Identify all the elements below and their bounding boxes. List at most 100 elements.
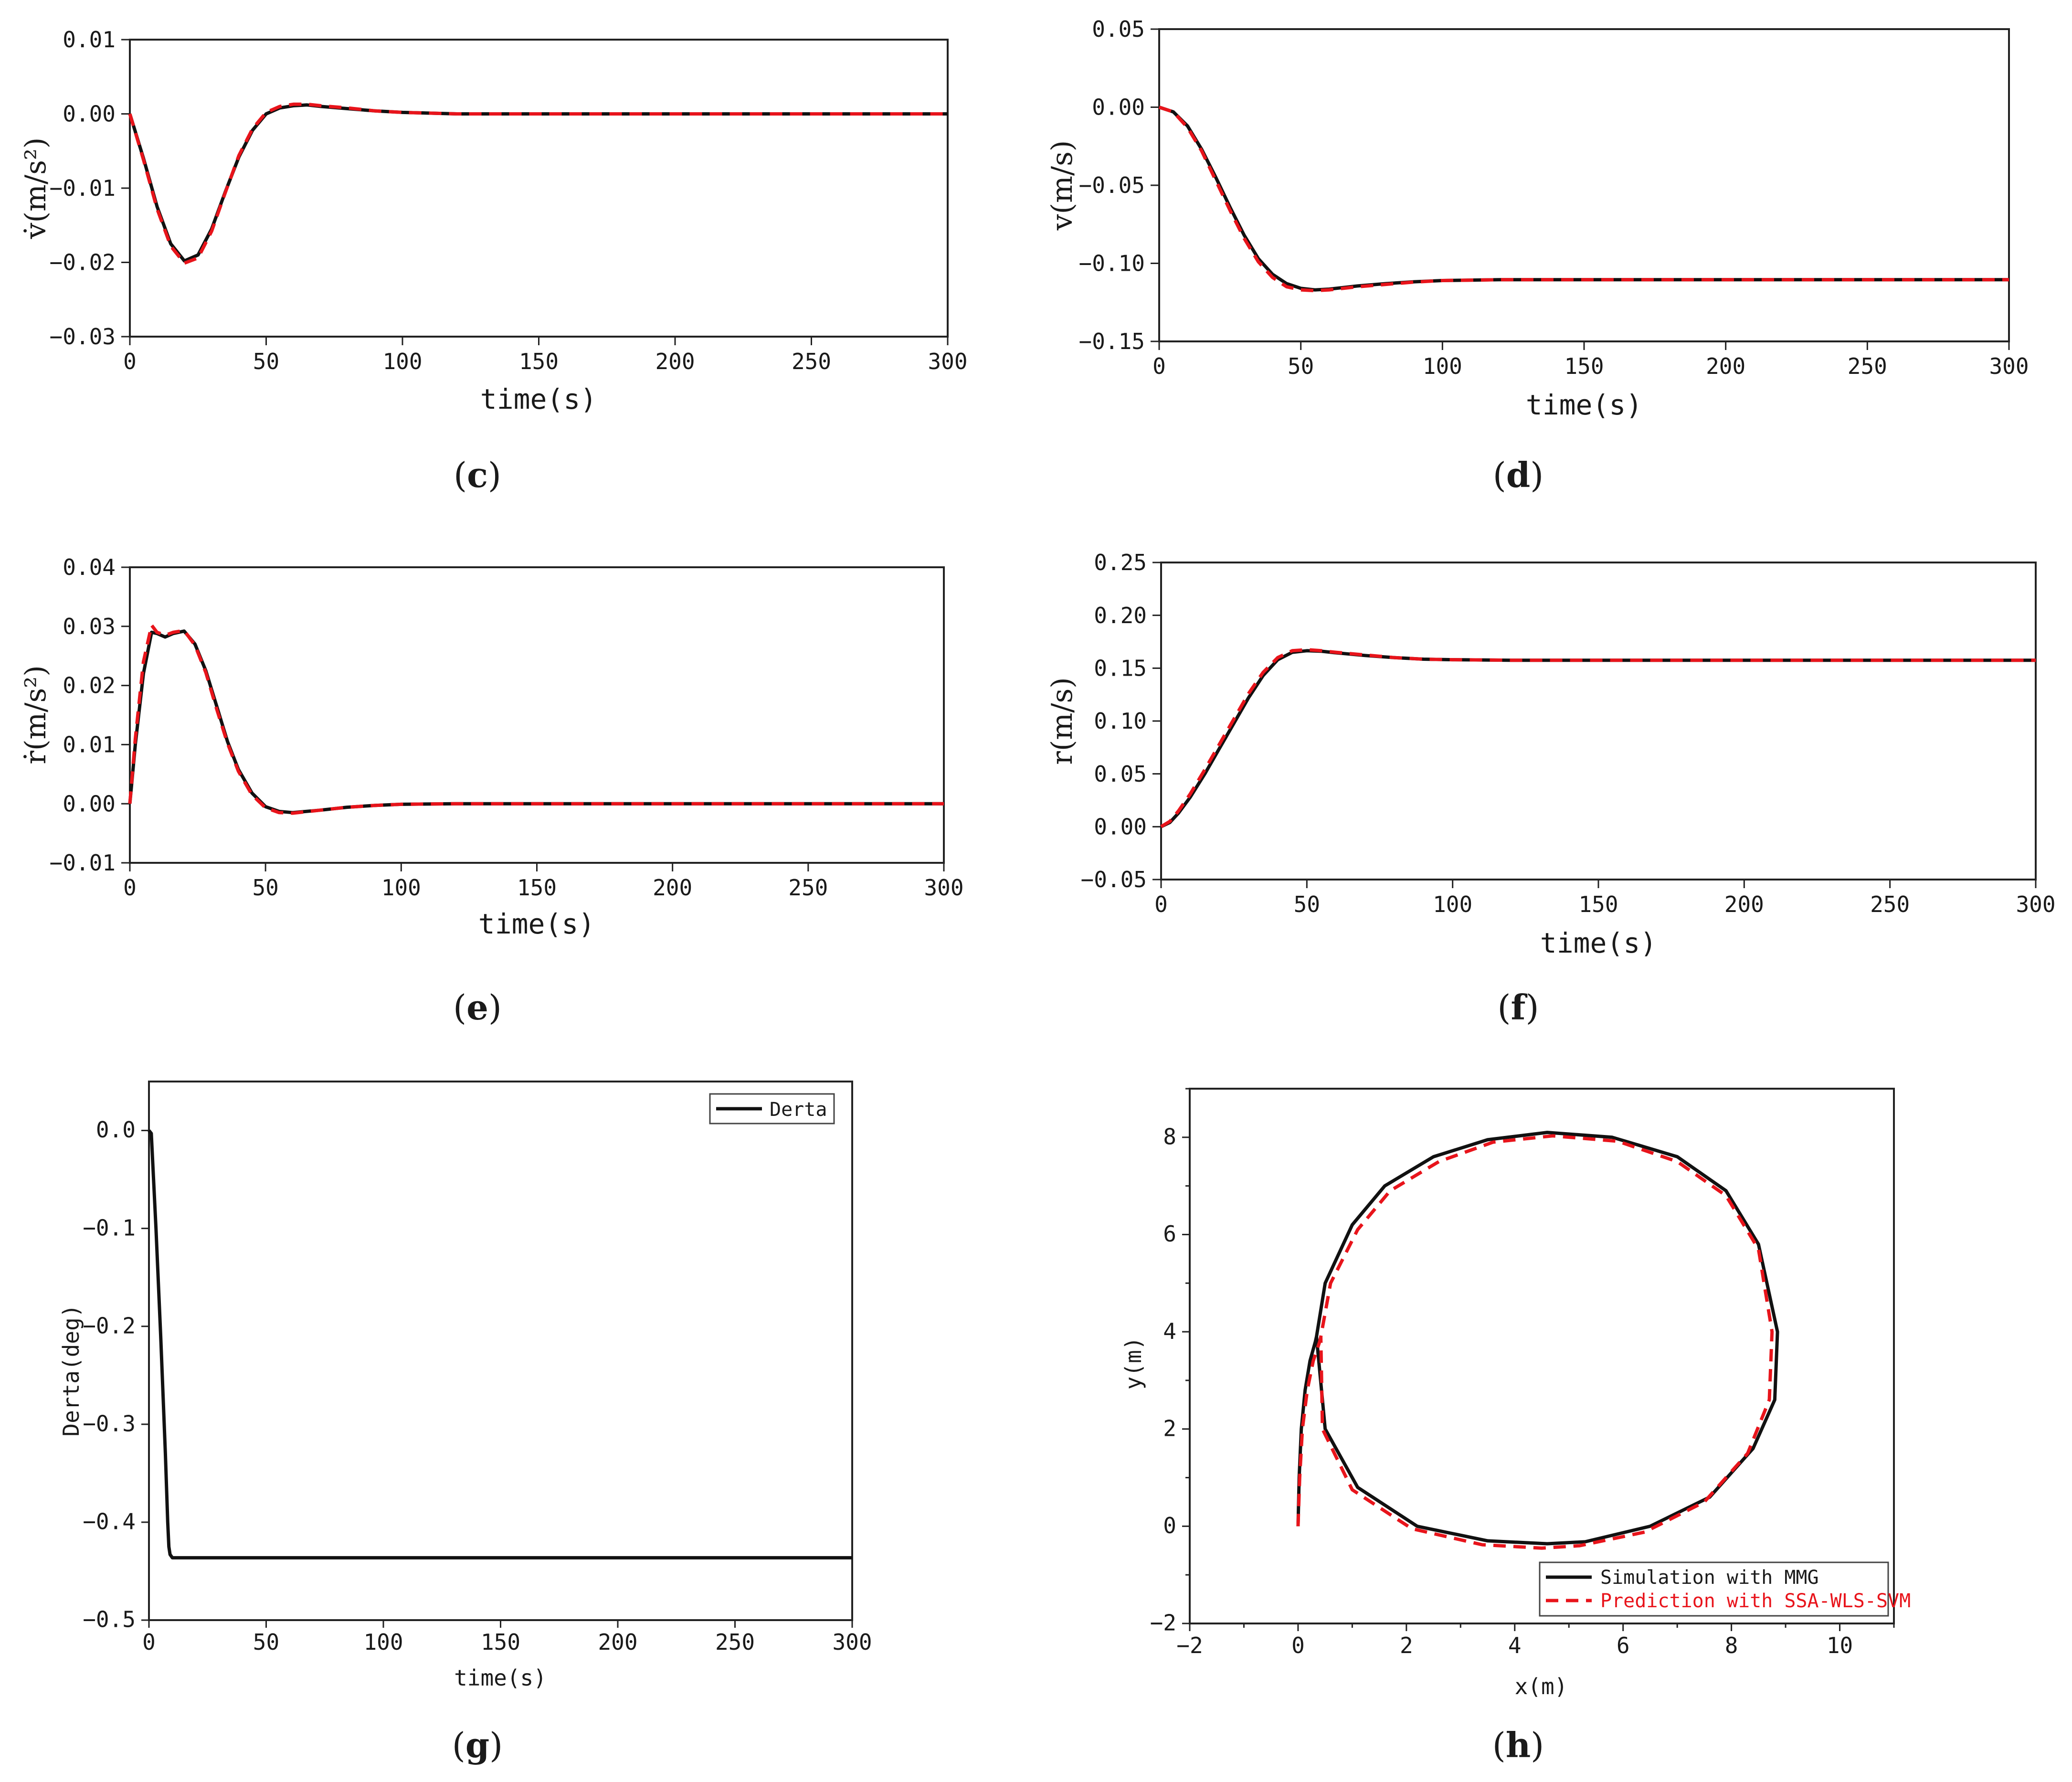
x-tick-label-g: 150 [481, 1629, 520, 1655]
x-tick-label-e: 150 [517, 875, 557, 901]
chart-panel-h: −2 0 2 4 6 8 10 8 6 4 2 0 −2 x(m) y(m) Simulation wi… [1121, 1088, 1911, 1765]
series-line-h-prediction [1296, 1134, 1774, 1550]
y-tick-label-e: −0.01 [50, 850, 116, 876]
y-tick-label-d: 0.05 [1092, 16, 1145, 42]
series-line-c-prediction [128, 102, 948, 265]
sub-caption-letter-d: d [1506, 455, 1530, 495]
series-layer-c [128, 102, 948, 265]
x-tick-label-d: 100 [1423, 353, 1462, 379]
sub-caption-letter-c: c [467, 455, 488, 495]
y-axis-title-c: v̇(m/s²) [19, 138, 53, 240]
chart-panel-c: 0 50 100 150 200 250 300 0.01 0.00 −0.01 −0.02 −0.0… [19, 27, 968, 495]
x-tick-label-d: 200 [1706, 353, 1745, 379]
chart-panel-g: 0 50 100 150 200 250 300 0.0 −0.1 −0.2 −0.3 −0.4 −0.… [58, 1081, 872, 1765]
x-tick-label-f: 0 [1154, 891, 1168, 917]
y-tick-label-e: 0.01 [63, 732, 116, 758]
y-tick-label-g: −0.5 [83, 1607, 136, 1633]
sub-caption-e: (e) [453, 987, 502, 1028]
y-tick-label-e: 0.03 [63, 614, 116, 639]
x-tick-label-c: 50 [253, 349, 279, 374]
x-axis-title-e: time(s) [478, 908, 595, 940]
x-tick-label-f: 150 [1578, 891, 1618, 917]
y-tick-label-h: −2 [1150, 1610, 1176, 1636]
ticks-f: 0 50 100 150 200 250 300 0.25 0.20 0.15 0.10 0.05 0.… [1081, 550, 2056, 917]
sub-caption-h: (h) [1492, 1725, 1544, 1765]
x-axis-title-c: time(s) [480, 383, 597, 415]
x-axis-title-h: x(m) [1515, 1674, 1568, 1699]
x-tick-label-c: 150 [519, 349, 559, 374]
y-axis-title-h: y(m) [1121, 1337, 1146, 1390]
y-tick-label-d: 0.00 [1092, 95, 1145, 120]
y-tick-label-d: −0.05 [1079, 172, 1145, 198]
x-tick-label-e: 50 [252, 875, 278, 901]
x-tick-label-d: 0 [1152, 353, 1166, 379]
x-tick-label-f: 100 [1433, 891, 1472, 917]
x-tick-label-g: 0 [142, 1629, 156, 1655]
sub-caption-d: (d) [1493, 455, 1544, 495]
y-axis-title-d: v(m/s) [1046, 140, 1079, 231]
x-tick-label-c: 300 [928, 349, 967, 374]
y-tick-label-h: 2 [1163, 1415, 1176, 1441]
legend-label-prediction: Prediction with SSA-WLS-SVM [1600, 1590, 1911, 1612]
x-tick-label-e: 100 [381, 875, 421, 901]
ticks-c: 0 50 100 150 200 250 300 0.01 0.00 −0.01 −0.02 −0.0… [50, 27, 968, 374]
x-tick-label-f: 300 [2016, 891, 2055, 917]
y-tick-label-d: −0.15 [1079, 329, 1145, 354]
y-tick-label-h: 0 [1163, 1513, 1176, 1538]
ticks-g: 0 50 100 150 200 250 300 0.0 −0.1 −0.2 −0.3 −0.4 −0.… [83, 1117, 872, 1655]
ticks-h: −2 0 2 4 6 8 10 8 6 4 2 0 −2 [1150, 1088, 1895, 1658]
x-tick-label-d: 50 [1288, 353, 1314, 379]
series-layer-h [1296, 1131, 1779, 1550]
x-tick-label-c: 100 [382, 349, 422, 374]
sub-caption-g: (g) [452, 1725, 503, 1765]
y-tick-label-g: 0.0 [96, 1117, 136, 1143]
y-tick-label-h: 4 [1163, 1318, 1176, 1344]
ticks-e: 0 50 100 150 200 250 300 0.04 0.03 0.02 0.01 0.00 −0… [50, 554, 964, 901]
x-tick-label-f: 200 [1724, 891, 1764, 917]
series-line-g-simulation [148, 1129, 852, 1559]
y-tick-label-h: 6 [1163, 1221, 1176, 1247]
y-tick-label-g: −0.2 [83, 1313, 136, 1338]
legend-g: Derta [709, 1093, 835, 1124]
x-tick-label-h: 8 [1725, 1633, 1738, 1658]
x-tick-label-c: 0 [123, 349, 137, 374]
series-line-h-simulation [1296, 1131, 1779, 1546]
y-tick-label-f: 0.00 [1094, 814, 1147, 839]
y-axis-title-g: Derta(deg) [58, 1305, 84, 1437]
x-tick-label-c: 200 [655, 349, 695, 374]
sub-caption-letter-e: e [466, 987, 488, 1028]
x-tick-label-f: 250 [1870, 891, 1910, 917]
x-tick-label-e: 0 [123, 875, 137, 901]
x-tick-label-h: 2 [1400, 1633, 1413, 1658]
y-tick-label-c: −0.02 [50, 250, 116, 276]
series-layer-d [1158, 106, 2009, 293]
series-layer-e [128, 623, 944, 815]
series-layer-g [148, 1129, 852, 1559]
sub-caption-f: (f) [1497, 987, 1539, 1028]
series-line-f-prediction [1160, 648, 2036, 828]
y-tick-label-d: −0.10 [1079, 251, 1145, 276]
x-axis-title-d: time(s) [1526, 389, 1642, 421]
chart-panel-f: 0 50 100 150 200 250 300 0.25 0.20 0.15 0.10 0.05 0.… [1046, 550, 2056, 1028]
y-tick-label-f: 0.10 [1094, 708, 1147, 734]
sub-caption-c: (c) [454, 455, 501, 495]
x-tick-label-h: 6 [1617, 1633, 1630, 1658]
y-tick-label-c: 0.00 [63, 101, 116, 127]
sub-caption-letter-g: g [465, 1725, 489, 1765]
x-tick-label-h: −2 [1176, 1633, 1203, 1658]
chart-panel-d: 0 50 100 150 200 250 300 0.05 0.00 −0.05 −0.10 −0.1… [1046, 16, 2029, 495]
x-tick-label-g: 250 [715, 1629, 755, 1655]
y-tick-label-c: −0.01 [50, 175, 116, 201]
y-tick-label-e: 0.00 [63, 791, 116, 817]
y-tick-label-c: −0.03 [50, 324, 116, 350]
y-axis-title-f: r(m/s) [1046, 677, 1079, 764]
x-tick-label-d: 150 [1564, 353, 1604, 379]
y-axis-title-e: ṙ(m/s²) [19, 665, 53, 764]
x-tick-label-e: 200 [653, 875, 692, 901]
y-tick-label-f: 0.20 [1094, 603, 1147, 628]
x-tick-label-d: 300 [1989, 353, 2029, 379]
x-tick-label-e: 300 [924, 875, 963, 901]
x-tick-label-h: 10 [1827, 1633, 1853, 1658]
x-axis-title-g: time(s) [454, 1665, 547, 1691]
